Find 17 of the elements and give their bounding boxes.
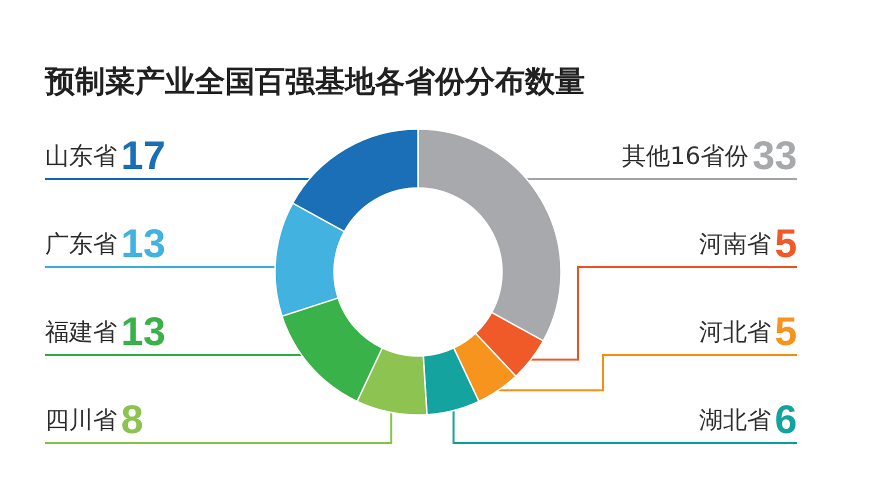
data-label: 5: [774, 310, 797, 354]
slice-label: 河北省: [698, 318, 771, 346]
slice-label: 四川省: [45, 406, 117, 434]
slice-label: 湖北省: [698, 406, 771, 434]
data-label: 13: [121, 222, 166, 266]
data-label: 17: [121, 134, 166, 178]
slice-label: 福建省: [45, 318, 117, 346]
data-label: 6: [774, 398, 797, 442]
slice-label: 其他16省份: [622, 142, 749, 170]
data-label: 5: [774, 222, 797, 266]
slice-label: 河南省: [698, 230, 771, 258]
data-label: 8: [121, 398, 144, 442]
chart-title: 预制菜产业全国百强基地各省份分布数量: [44, 64, 585, 100]
slice-label: 山东省: [45, 142, 117, 170]
slice-label: 广东省: [45, 230, 117, 258]
data-label: 13: [121, 310, 166, 354]
data-label: 33: [752, 134, 797, 178]
